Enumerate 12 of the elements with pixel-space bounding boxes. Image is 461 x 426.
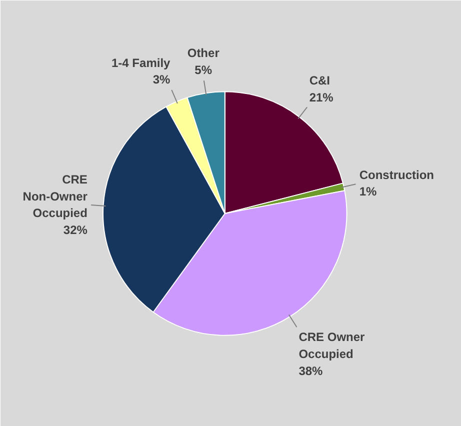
data-label: 21% (309, 90, 334, 104)
slice-label: Other (187, 46, 220, 60)
data-label: 38% (298, 364, 324, 378)
data-label: 5% (194, 62, 212, 77)
data-label: 1% (359, 184, 377, 199)
slice-label: CRE Non-Owner Occupied (22, 172, 88, 220)
slice-label: 1-4 Family (112, 56, 171, 70)
data-label: 3% (152, 72, 171, 87)
slice-label: Construction (359, 168, 434, 182)
data-label: 32% (63, 223, 88, 238)
slice-label: CRE Owner Occupied (298, 330, 366, 362)
slice-label: C&I (309, 73, 330, 88)
